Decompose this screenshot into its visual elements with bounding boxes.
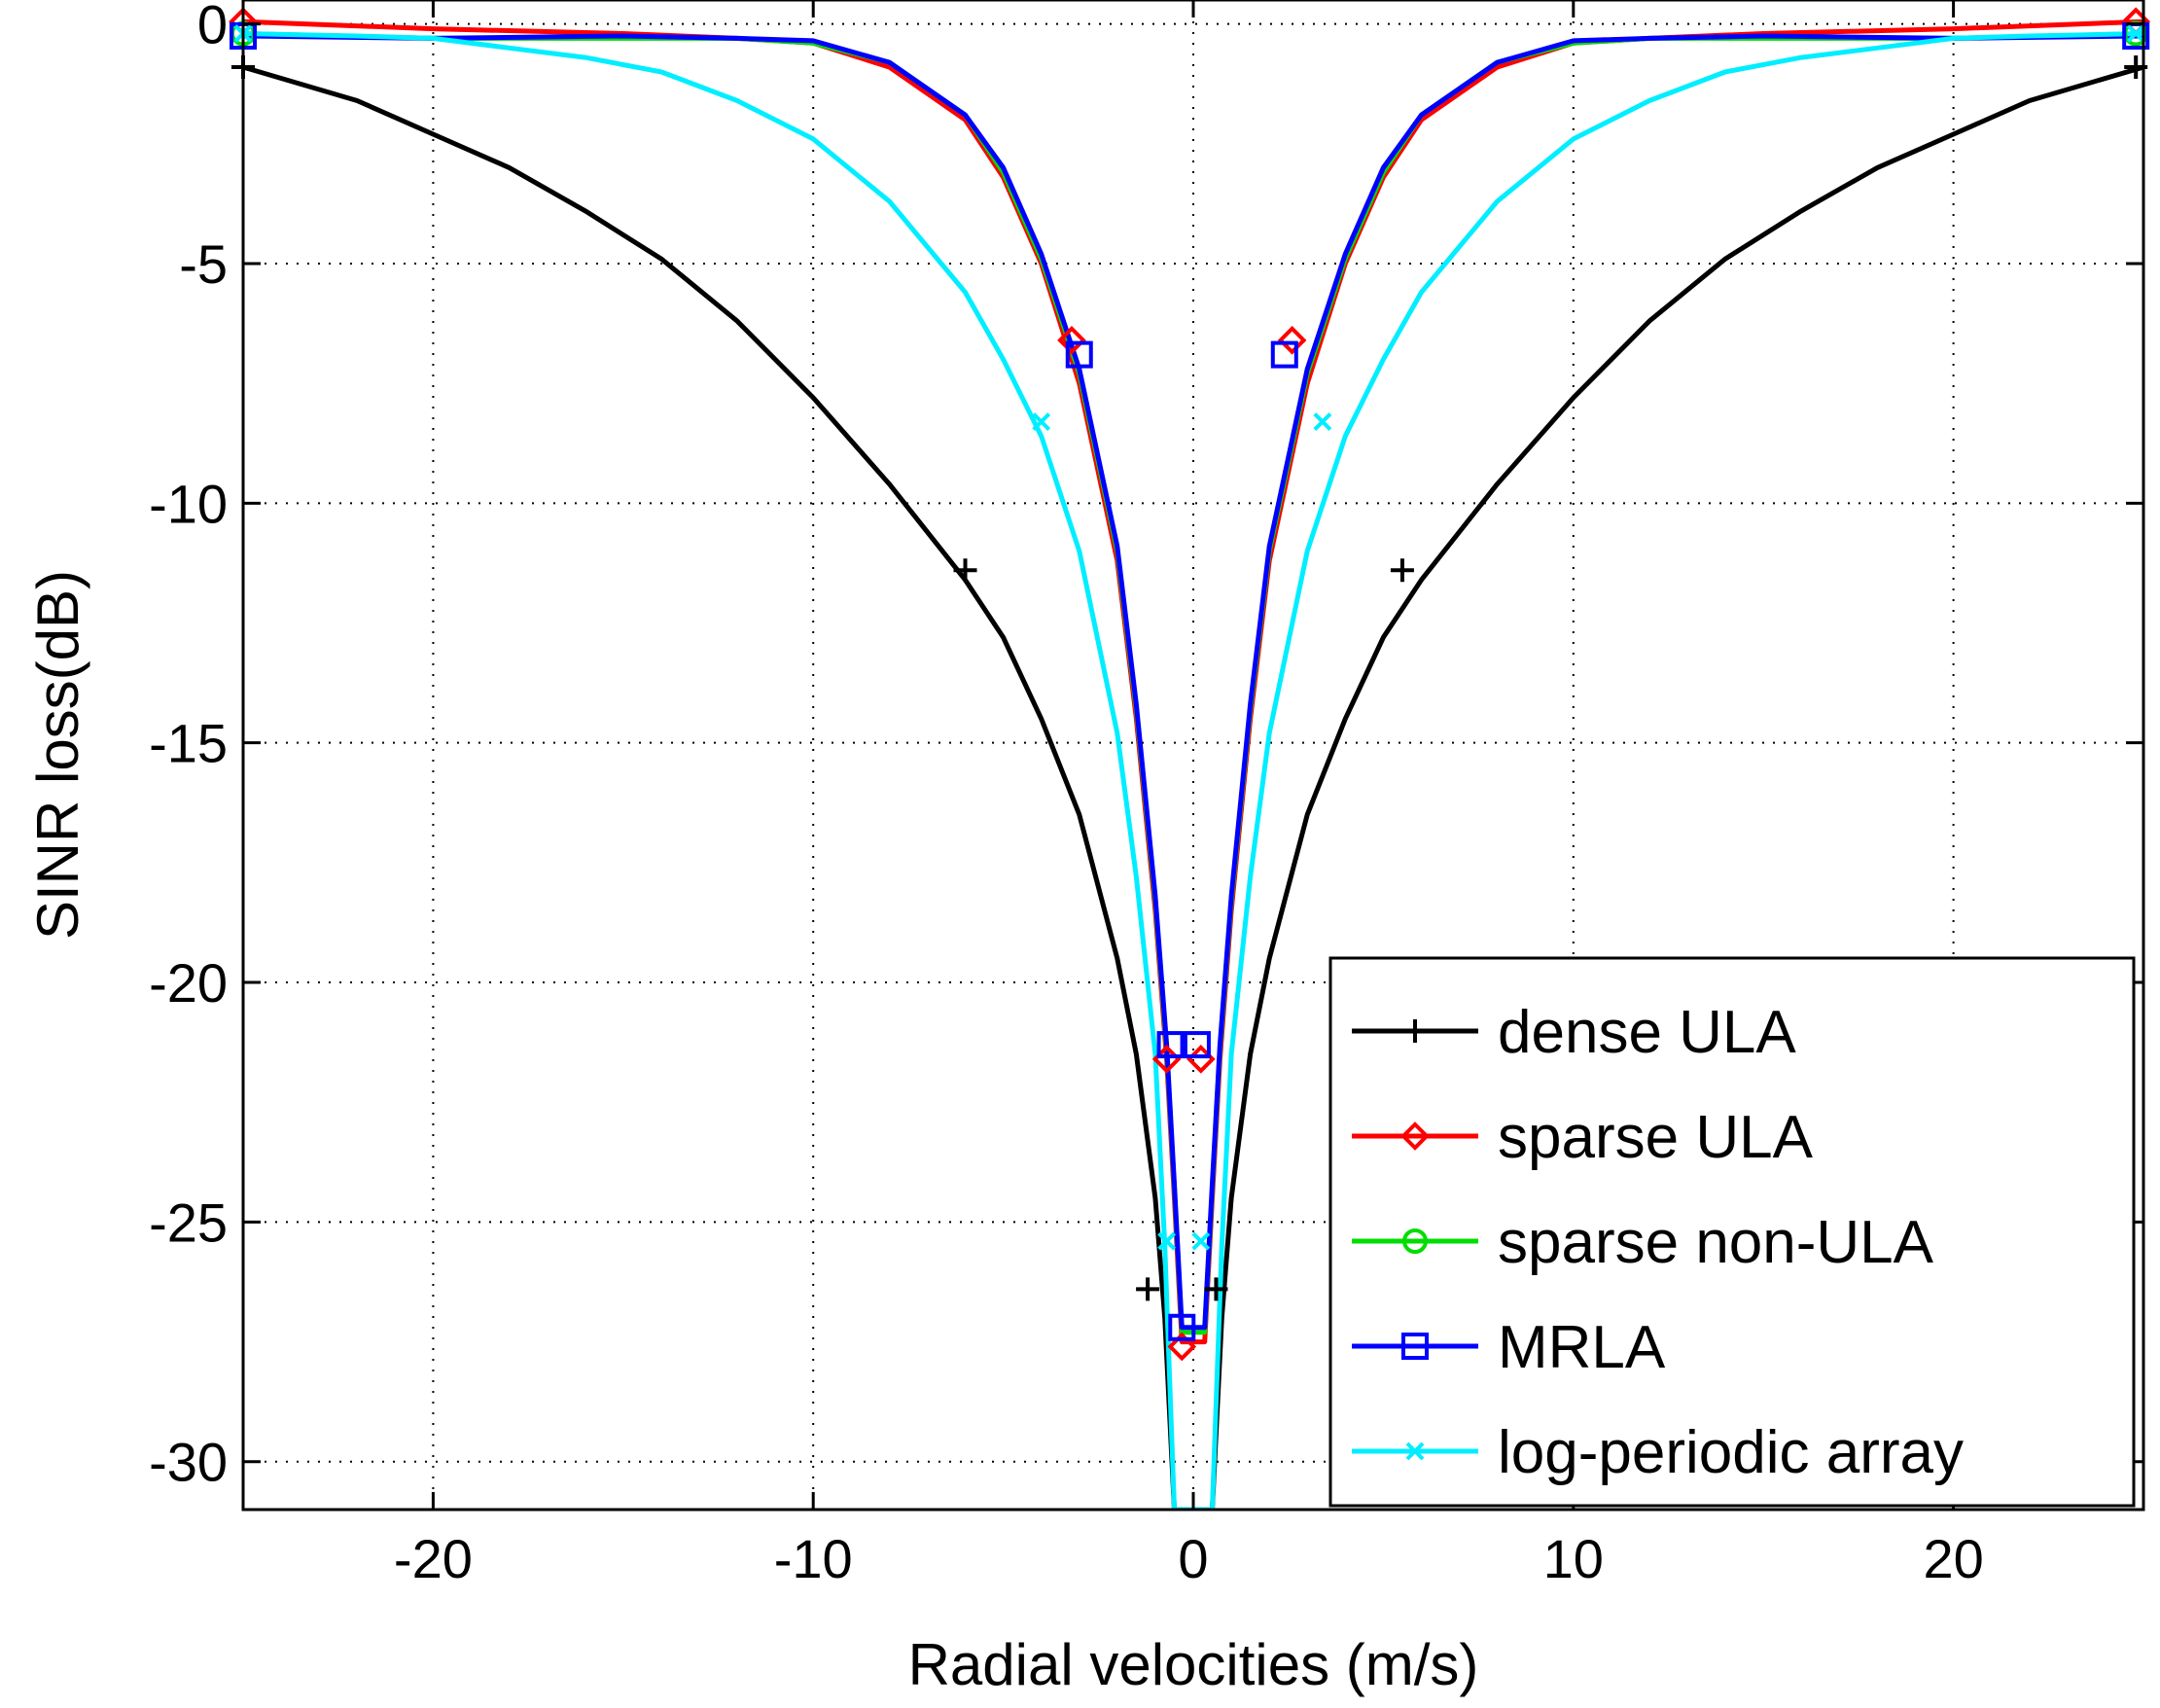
series-line-dense-ula xyxy=(243,64,2143,1510)
marker-sparse-ula xyxy=(1167,1332,1197,1362)
x-tick-label: 0 xyxy=(1178,1528,1208,1589)
y-tick-label: -30 xyxy=(149,1432,228,1493)
x-tick-label: 20 xyxy=(1923,1528,1983,1589)
marker-dense-ula xyxy=(953,558,977,583)
y-tick-label: 0 xyxy=(197,0,228,55)
marker-mrla xyxy=(1183,1031,1211,1059)
legend-label-log-periodic-array: log-periodic array xyxy=(1498,1419,1964,1486)
legend-symbols xyxy=(1352,1019,1478,1461)
legend-marker-log-periodic-array xyxy=(1405,1441,1425,1461)
series-line-log-periodic-array xyxy=(243,31,2143,1510)
marker-mrla xyxy=(1156,1031,1185,1059)
legend-label-sparse-non-ula: sparse non-ULA xyxy=(1498,1209,1934,1276)
legend-marker-mrla xyxy=(1401,1333,1429,1360)
y-tick-label: -25 xyxy=(149,1192,228,1253)
y-tick-label: -20 xyxy=(149,952,228,1014)
x-tick-label: 10 xyxy=(1543,1528,1604,1589)
marker-log-periodic-array xyxy=(1191,1231,1211,1251)
x-axis-label: Radial velocities (m/s) xyxy=(908,1632,1479,1697)
marker-log-periodic-array xyxy=(1157,1231,1177,1251)
marker-dense-ula xyxy=(1390,558,1414,583)
legend-marker-dense-ula xyxy=(1403,1019,1427,1043)
marker-sparse-ula xyxy=(1057,325,1086,355)
legend-label-sparse-ula: sparse ULA xyxy=(1498,1104,1814,1171)
legend-label-mrla: MRLA xyxy=(1498,1314,1666,1381)
y-axis-label: SINR loss(dB) xyxy=(25,570,90,940)
axis-ticks: -20 -10 0 10 20 0 -5 -10 -15 -20 -25 -30 xyxy=(149,0,2143,1589)
marker-log-periodic-array xyxy=(1313,412,1332,431)
marker-dense-ula xyxy=(1204,1277,1228,1301)
marker-dense-ula xyxy=(1136,1277,1160,1301)
y-tick-label: -10 xyxy=(149,473,228,534)
legend: dense ULA sparse ULA sparse non-ULA MRLA… xyxy=(1328,956,2136,1508)
marker-log-periodic-array xyxy=(1032,412,1051,431)
legend-label-dense-ula: dense ULA xyxy=(1498,999,1796,1066)
series-line-sparse-ula xyxy=(243,18,2143,1345)
legend-box xyxy=(1328,956,2136,1508)
y-tick-label: -15 xyxy=(149,713,228,774)
legend-marker-sparse-ula xyxy=(1400,1121,1430,1151)
x-tick-label: -10 xyxy=(774,1528,853,1589)
marker-mrla xyxy=(1270,340,1298,369)
marker-sparse-ula xyxy=(1277,325,1307,355)
legend-marker-sparse-non-ula xyxy=(1402,1228,1428,1254)
marker-log-periodic-array xyxy=(2126,24,2145,43)
y-tick-label: -5 xyxy=(179,233,228,295)
marker-mrla xyxy=(1065,340,1093,369)
marker-mrla xyxy=(1168,1313,1196,1341)
x-tick-label: -20 xyxy=(394,1528,473,1589)
